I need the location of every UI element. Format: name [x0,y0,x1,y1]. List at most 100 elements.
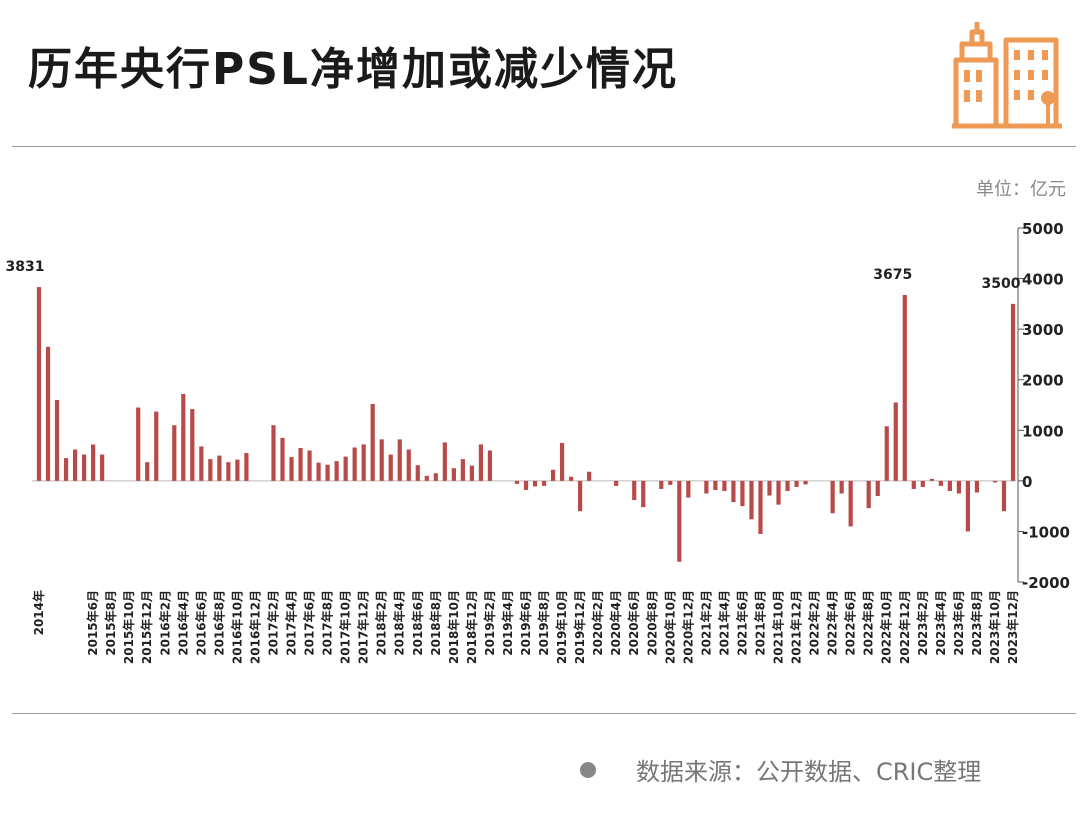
x-tick-label: 2022年6月 [843,590,858,656]
bar [208,459,213,481]
bar [45,346,51,481]
x-tick-label: 2017年6月 [302,590,317,656]
bar [388,454,393,481]
source-note: 数据来源：公开数据、CRIC整理 [580,752,981,787]
x-tick-label: 2019年6月 [518,590,533,656]
x-tick-label: 2017年8月 [320,590,335,656]
bar [866,480,871,509]
bullet-dot-icon [580,761,596,778]
bar [181,393,186,481]
bar [352,447,357,481]
bar [1010,303,1016,481]
x-tick-label: 2015年10月 [121,590,136,664]
bar [63,458,69,481]
bar [100,454,105,481]
top-divider [12,146,1076,147]
x-tick-label: 2015年6月 [85,590,100,656]
bar [668,480,673,485]
x-tick-label: 2019年10月 [554,590,569,664]
bar [379,439,384,481]
x-tick-label: 2015年8月 [103,590,118,656]
bar [541,480,547,486]
data-label: 3675 [873,267,912,283]
x-tick-label: 2016年6月 [193,590,208,656]
bar [36,287,42,481]
y-tick-label: 2000 [1022,372,1064,390]
bar [487,450,493,481]
bar [974,480,980,493]
bar [992,480,998,483]
x-tick-label: 2019年8月 [536,590,551,656]
x-tick-label: 2021年10月 [771,590,786,664]
bar [54,399,60,481]
bar [307,450,312,481]
psl-bar-chart: -2000 -1000 0 1000 2000 3000 4000 5000 3831 3675 3… [6,220,1070,664]
bar [244,453,249,481]
bar [830,480,835,514]
bar [460,459,465,481]
bar [523,480,529,490]
source-text: 数据来源：公开数据、CRIC整理 [636,758,982,786]
bar [568,476,574,481]
bar [632,480,637,501]
bar [550,469,556,481]
bar [929,478,934,481]
city-buildings-icon [952,22,1062,129]
unit-label: 单位：亿元 [976,179,1066,200]
x-tick-label: 2023年6月 [951,590,966,656]
bar [361,444,366,481]
bar [677,480,682,562]
bar [578,480,583,512]
bar [532,480,538,487]
x-tick-label: 2020年4月 [608,590,623,656]
x-tick-label: 2019年4月 [500,590,515,656]
bar [713,480,718,490]
bar [415,465,420,481]
x-tick-label: 2020年8月 [644,590,659,656]
x-tick-label: 2023年2月 [915,590,930,656]
y-tick-label: -2000 [1022,574,1070,592]
bar [81,454,87,481]
bar [776,480,781,505]
bar [469,465,474,481]
x-tick-label: 2016年2月 [157,590,172,656]
x-tick-label: 2017年2月 [265,590,280,656]
bar [893,402,898,481]
bar [848,480,853,527]
x-tick-label: 2022年10月 [879,590,894,664]
bar [433,473,438,481]
x-tick-label: 2023年4月 [933,590,948,656]
bar [947,480,952,491]
bar [911,480,916,489]
x-tick-label: 2022年12月 [897,590,912,664]
x-tick-label: 2017年10月 [338,590,353,664]
bar [172,425,177,481]
bar [478,444,484,481]
bar [154,411,159,481]
bar [271,425,276,481]
bar [334,461,339,481]
x-tick-label: 2016年8月 [211,590,226,656]
bar [217,455,222,481]
bar [740,480,745,507]
bar [767,480,772,496]
bar [325,464,330,481]
bar [704,480,709,494]
y-tick-label: 4000 [1022,271,1064,289]
bar [559,442,565,481]
y-tick-label: -1000 [1022,523,1070,541]
x-tick-label: 2020年12月 [680,590,695,664]
bar [451,468,456,481]
x-tick-label: 2017年12月 [356,590,371,664]
bar [343,456,348,481]
x-tick-label: 2019年2月 [482,590,497,656]
bar [514,480,520,484]
bar [72,449,78,481]
bar [298,447,303,481]
x-tick-label: 2020年6月 [626,590,641,656]
bar [785,480,790,491]
x-tick-label: 2023年10月 [987,590,1002,664]
x-tick-label: 2019年12月 [572,590,587,664]
x-tick-label: 2023年8月 [969,590,984,656]
bar [424,475,429,481]
